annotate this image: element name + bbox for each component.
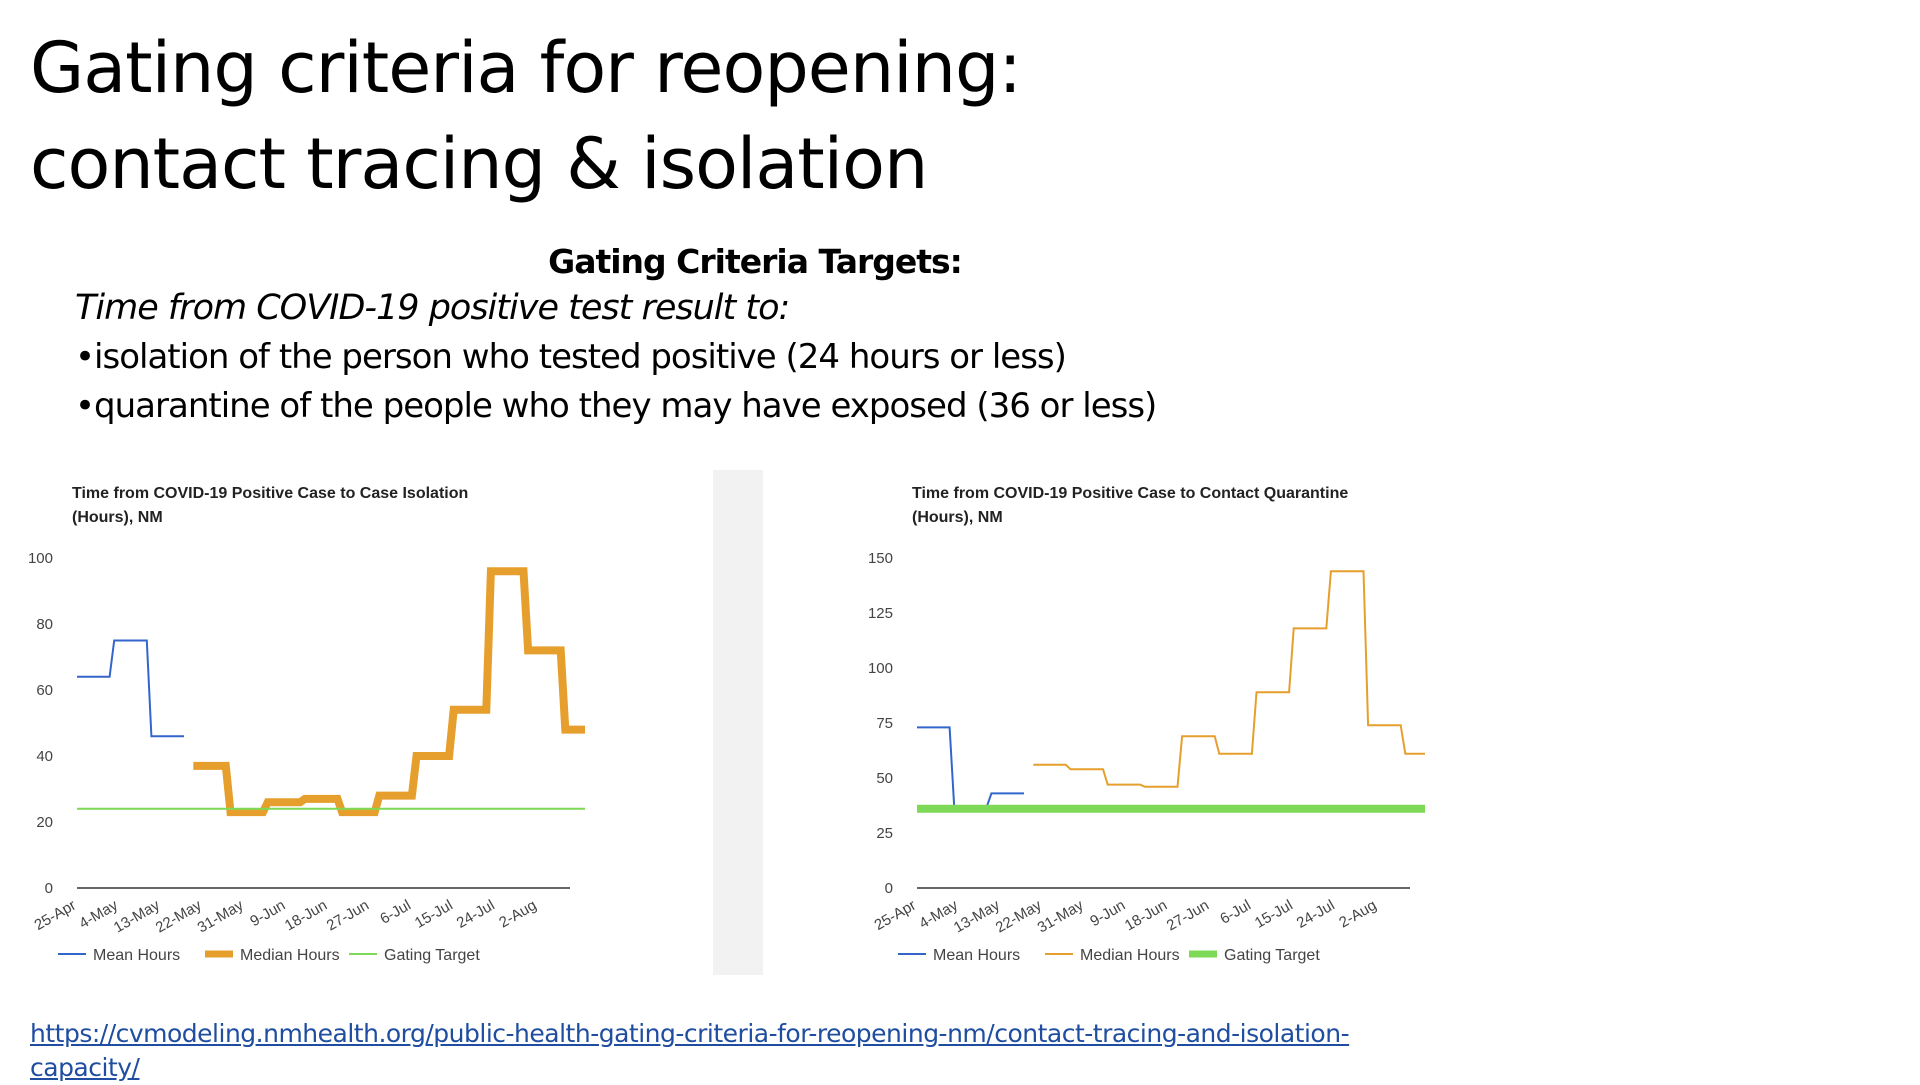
quarantine-chart-legend-gating-target: Gating Target <box>1189 947 1320 964</box>
isolation-chart-legend-label: Median Hours <box>240 947 340 964</box>
isolation-chart-title-line-1: Time from COVID-19 Positive Case to Case… <box>72 485 468 502</box>
isolation-chart-x-tick-label: 22-May <box>153 896 205 936</box>
quarantine-chart-series-median-hours <box>1033 570 1425 788</box>
quarantine-chart-title-line-2: (Hours), NM <box>912 509 1003 526</box>
isolation-chart-legend-mean-hours: Mean Hours <box>58 947 180 964</box>
quarantine-chart-x-tick-label: 24-Jul <box>1294 897 1338 932</box>
isolation-chart-legend-label: Mean Hours <box>93 947 180 964</box>
slide-title-line-2: contact tracing & isolation <box>30 123 928 205</box>
quarantine-chart-x-tick-label: 2-Aug <box>1336 897 1379 932</box>
isolation-time-chart: Time from COVID-19 Positive Case to Case… <box>28 485 585 964</box>
isolation-chart-y-tick-label: 40 <box>36 748 53 765</box>
isolation-chart-y-tick-label: 80 <box>36 616 53 633</box>
quarantine-chart-legend-label: Mean Hours <box>933 947 1020 964</box>
quarantine-chart-y-tick-label: 25 <box>876 825 893 842</box>
isolation-chart-x-tick-label: 6-Jul <box>377 897 414 928</box>
quarantine-chart-y-tick-label: 50 <box>876 770 893 787</box>
quarantine-chart-x-tick-label: 15-Jul <box>1252 897 1296 932</box>
isolation-chart-x-tick-label: 25-Apr <box>32 897 79 934</box>
quarantine-chart-x-tick-label: 31-May <box>1035 896 1087 936</box>
isolation-chart-legend-gating-target: Gating Target <box>349 947 480 964</box>
quarantine-chart-x-tick-label: 13-May <box>951 896 1003 936</box>
quarantine-chart-y-tick-label: 125 <box>868 605 893 622</box>
source-link[interactable]: https://cvmodeling.nmhealth.org/public-h… <box>30 1019 1350 1082</box>
isolation-chart-x-tick-label: 18-Jun <box>282 897 330 935</box>
isolation-chart-x-tick-label: 31-May <box>195 896 247 936</box>
target-bullet-quarantine: •quarantine of the people who they may h… <box>75 386 1157 426</box>
isolation-chart-y-tick-label: 60 <box>36 682 53 699</box>
slide-title: Gating criteria for reopening: contact t… <box>30 20 1022 212</box>
quarantine-chart-legend-mean-hours: Mean Hours <box>898 947 1020 964</box>
isolation-chart-y-tick-label: 20 <box>36 814 53 831</box>
quarantine-chart-x-tick-label: 22-May <box>993 896 1045 936</box>
quarantine-chart-x-tick-label: 27-Jun <box>1164 897 1212 935</box>
isolation-chart-title-line-2: (Hours), NM <box>72 509 163 526</box>
quarantine-chart-x-tick-label: 6-Jul <box>1217 897 1254 928</box>
isolation-chart-series-median-hours <box>193 567 585 817</box>
isolation-chart-x-tick-label: 13-May <box>111 896 163 936</box>
isolation-chart-legend-label: Gating Target <box>384 947 480 964</box>
quarantine-chart-y-tick-label: 100 <box>868 660 893 677</box>
quarantine-chart-legend-median-hours: Median Hours <box>1045 947 1180 964</box>
quarantine-chart-y-tick-label: 0 <box>885 880 893 897</box>
quarantine-time-chart: Time from COVID-19 Positive Case to Cont… <box>868 485 1425 964</box>
quarantine-chart-title-line-1: Time from COVID-19 Positive Case to Cont… <box>912 485 1348 502</box>
isolation-chart-y-tick-label: 100 <box>28 550 53 567</box>
quarantine-chart-x-tick-label: 18-Jun <box>1122 897 1170 935</box>
isolation-chart-x-tick-label: 9-Jun <box>247 897 288 930</box>
quarantine-chart-y-tick-label: 75 <box>876 715 893 732</box>
isolation-chart-legend-median-hours: Median Hours <box>205 947 340 964</box>
isolation-chart-x-tick-label: 24-Jul <box>454 897 498 932</box>
quarantine-chart-legend-label: Median Hours <box>1080 947 1180 964</box>
quarantine-chart-x-tick-label: 9-Jun <box>1087 897 1128 930</box>
isolation-chart-x-tick-label: 15-Jul <box>412 897 456 932</box>
target-bullet-isolation: •isolation of the person who tested posi… <box>75 337 1067 377</box>
chart-divider <box>713 470 763 975</box>
quarantine-chart-series-mean-hours <box>917 726 1024 808</box>
isolation-chart-x-tick-label: 27-Jun <box>324 897 372 935</box>
isolation-chart-y-tick-label: 0 <box>45 880 53 897</box>
isolation-chart-series-mean-hours <box>77 639 184 738</box>
quarantine-chart-x-tick-label: 25-Apr <box>872 897 919 934</box>
isolation-chart-x-tick-label: 2-Aug <box>496 897 539 932</box>
slide-title-line-1: Gating criteria for reopening: <box>30 27 1022 109</box>
quarantine-chart-legend-label: Gating Target <box>1224 947 1320 964</box>
targets-intro: Time from COVID-19 positive test result … <box>75 288 790 328</box>
quarantine-chart-y-tick-label: 150 <box>868 550 893 567</box>
targets-heading: Gating Criteria Targets: <box>548 242 963 281</box>
